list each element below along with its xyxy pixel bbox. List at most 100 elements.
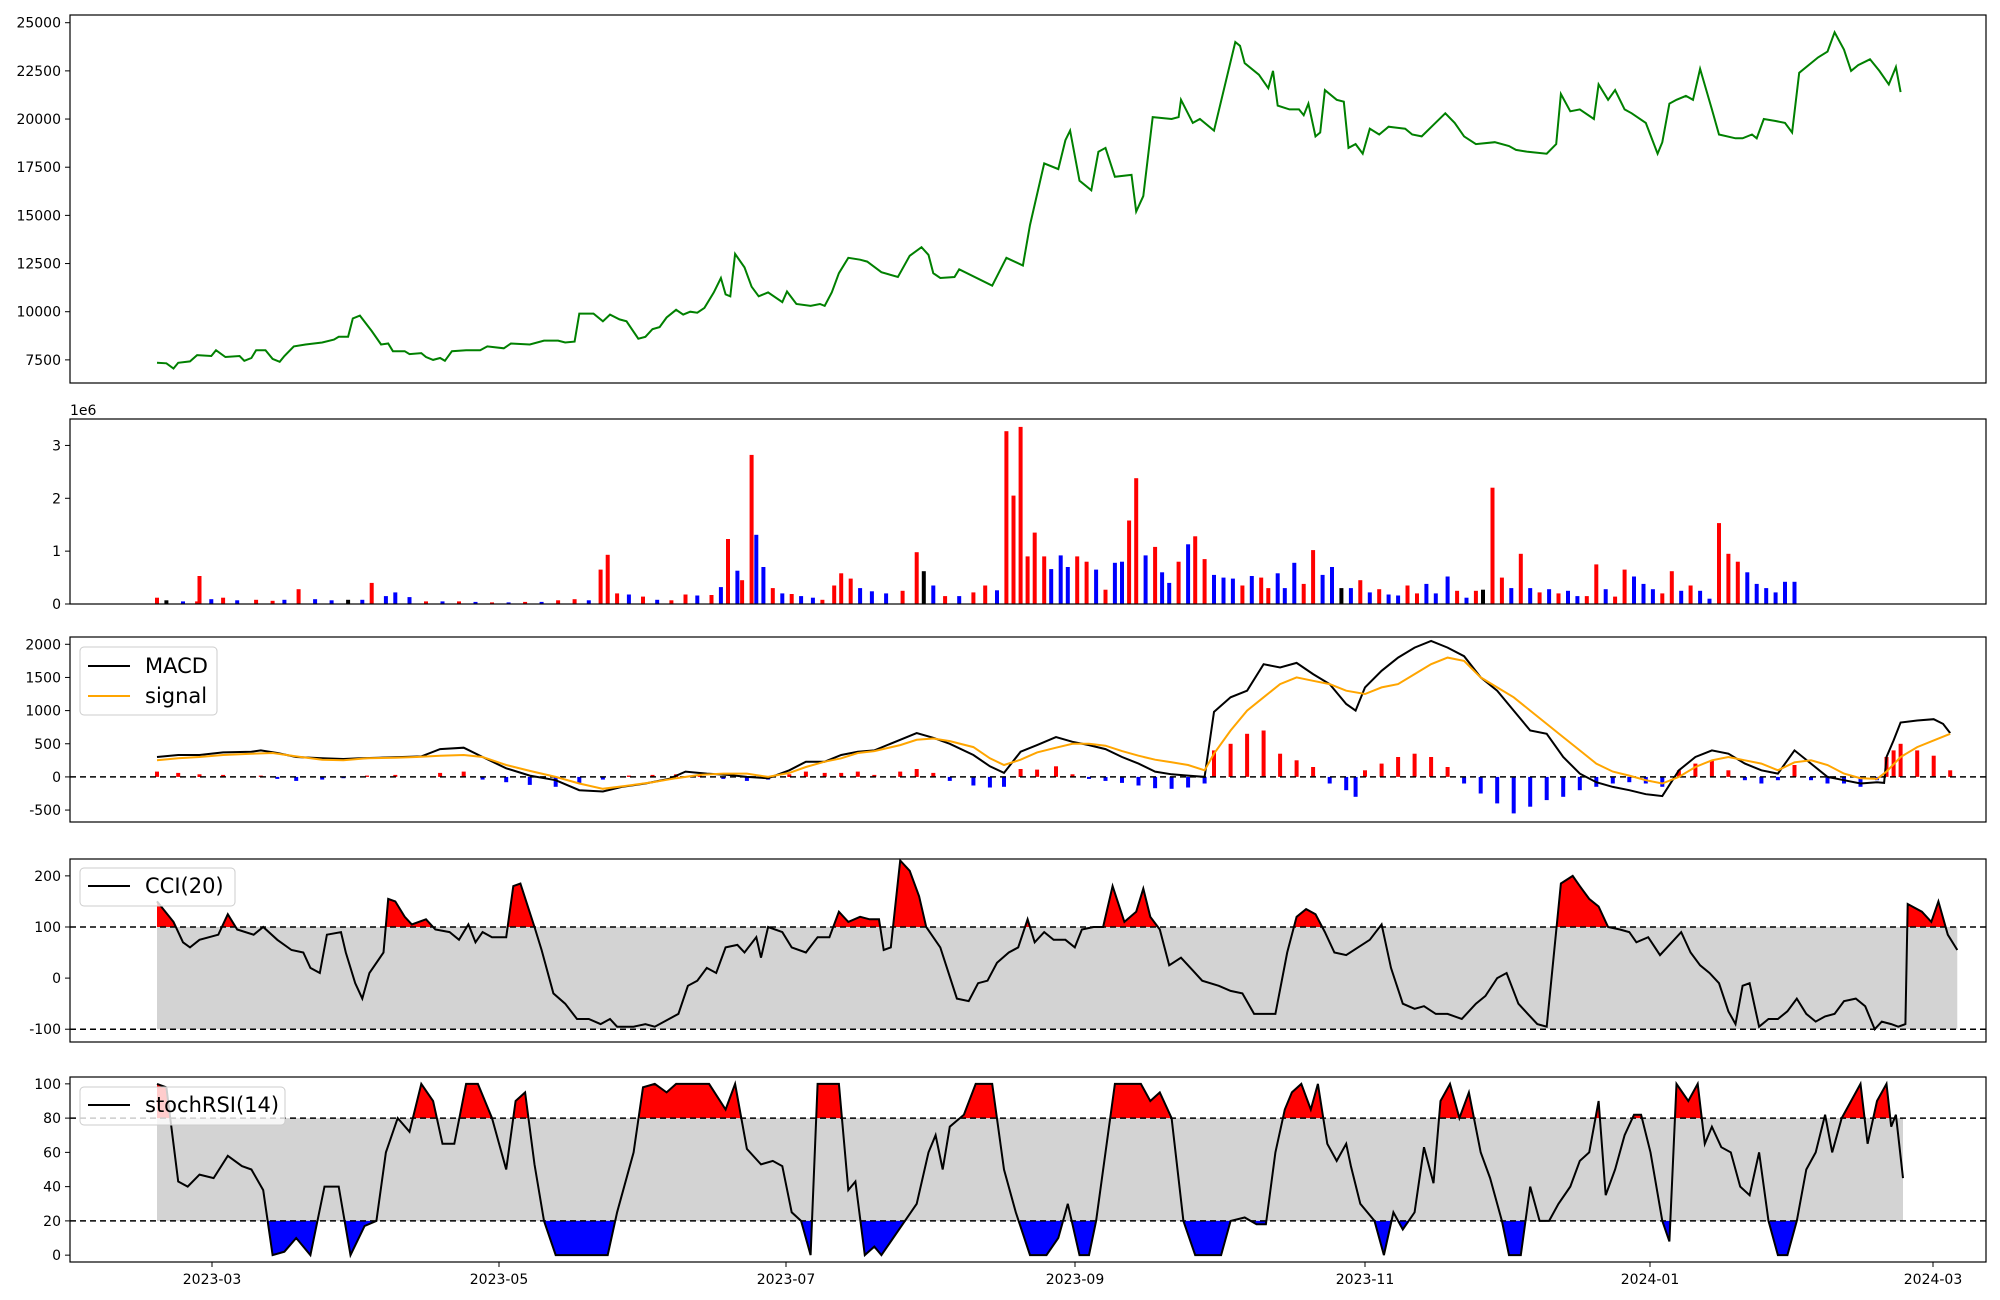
macd-histogram-bar — [1103, 776, 1108, 781]
x-tick-label: 2024-01 — [1621, 1272, 1680, 1288]
volume-bar — [424, 601, 428, 604]
volume-bar — [1367, 592, 1372, 604]
cci-panel: -100 0 100 200 CCI(20) — [29, 858, 1987, 1043]
volume-bar — [1669, 571, 1674, 604]
macd-histogram-bar — [1726, 770, 1731, 777]
cci-overbought-fill — [893, 860, 927, 927]
volume-bar — [1613, 596, 1618, 604]
macd-histogram-bar — [393, 774, 398, 777]
volume-bar — [695, 595, 700, 604]
macd-histogram-bar — [1610, 776, 1615, 784]
macd-histogram-bar — [803, 771, 808, 777]
macd-histogram-bar — [1054, 766, 1058, 777]
volume-bar — [1396, 595, 1401, 604]
macd-histogram-bar — [1261, 730, 1266, 777]
volume-bar — [506, 602, 511, 604]
macd-histogram-bar — [1627, 776, 1632, 783]
stochrsi-overbought-fill — [513, 1092, 529, 1119]
macd-histogram-bar — [1931, 755, 1936, 777]
macd-histogram-bar — [1153, 776, 1158, 789]
volume-bar — [369, 582, 374, 604]
volume-bar — [181, 601, 185, 604]
price-y-tick-label: 15000 — [16, 208, 61, 224]
stochrsi-y-tick-label: 0 — [52, 1248, 61, 1264]
volume-bar — [1603, 589, 1608, 604]
volume-bar — [1415, 593, 1419, 604]
volume-y-tick-label: 2 — [52, 491, 61, 507]
macd-histogram-bar — [1396, 757, 1401, 777]
macd-histogram-bar — [1792, 765, 1797, 777]
volume-bar — [1212, 574, 1216, 604]
stochrsi-overbought-fill — [816, 1083, 842, 1119]
volume-bar — [155, 597, 159, 604]
volume-bar — [1084, 561, 1089, 604]
volume-bar — [1311, 550, 1316, 604]
stochrsi-overbought-fill — [412, 1083, 437, 1119]
stochrsi-oversold-fill — [544, 1220, 616, 1256]
volume-bar — [971, 592, 976, 604]
volume-bar — [641, 596, 645, 604]
volume-bar — [749, 454, 754, 604]
volume-bar — [473, 601, 478, 604]
macd-histogram-bar — [1018, 769, 1023, 777]
volume-bar — [457, 601, 461, 604]
macd-frame — [69, 636, 1987, 823]
macd-histogram-bar — [1759, 776, 1764, 784]
volume-bar — [1049, 569, 1054, 604]
volume-bar — [195, 601, 200, 604]
volume-bar — [1282, 588, 1287, 604]
volume-bar — [1301, 583, 1306, 604]
macd-histogram-bar — [1528, 776, 1533, 807]
macd-histogram-bar — [839, 772, 844, 777]
volume-bar — [164, 600, 169, 604]
volume-bar — [921, 571, 926, 604]
stochrsi-oversold-fill — [267, 1220, 318, 1256]
volume-bar — [810, 597, 815, 604]
volume-bar — [1025, 556, 1030, 604]
volume-bar — [1594, 564, 1599, 604]
macd-histogram-bar — [626, 775, 631, 777]
macd-histogram-bar — [1825, 776, 1830, 784]
volume-bar — [313, 599, 318, 604]
volume-bar — [556, 600, 561, 604]
stochrsi-legend: stochRSI(14) — [79, 1086, 286, 1126]
volume-bar — [709, 595, 714, 604]
macd-histogram-bar — [1202, 776, 1207, 784]
volume-bar — [1112, 562, 1117, 604]
volume-bar — [598, 569, 603, 604]
macd-histogram-bar — [1070, 774, 1075, 777]
volume-bar — [1632, 576, 1636, 604]
volume-bar — [1386, 594, 1391, 604]
volume-bar — [605, 554, 610, 604]
volume-bar — [1160, 572, 1165, 604]
volume-bar — [1202, 559, 1207, 604]
macd-histogram-bar — [1169, 776, 1174, 789]
volume-bar — [669, 600, 674, 604]
volume-bar — [1566, 590, 1570, 604]
volume-bar — [943, 596, 948, 604]
volume-bar — [740, 580, 745, 604]
macd-y-tick-label: 0 — [52, 770, 61, 786]
volume-bar — [1433, 593, 1438, 604]
volume-bar — [1292, 562, 1297, 604]
macd-histogram-bar — [527, 776, 532, 785]
macd-histogram-bar — [1742, 776, 1747, 781]
macd-histogram-bar — [1544, 776, 1549, 801]
macd-y-tick-label: 1500 — [25, 670, 61, 686]
macd-histogram-bar — [1693, 763, 1698, 777]
stochrsi-oversold-fill — [344, 1220, 377, 1256]
macd-histogram-bar — [275, 776, 280, 779]
cci-y-tick-label: 100 — [34, 920, 61, 936]
volume-marks — [155, 426, 1797, 604]
stochrsi-marks — [70, 1080, 1986, 1259]
volume-bar — [1481, 589, 1485, 604]
signal-line — [156, 656, 1951, 790]
volume-bar — [1127, 520, 1132, 604]
volume-bar — [1186, 544, 1191, 604]
volume-bar — [983, 585, 988, 604]
volume-bar — [329, 600, 334, 604]
cci-marks — [70, 858, 1986, 1032]
volume-bar — [770, 588, 775, 604]
cci-y-tick-label: -100 — [29, 1022, 61, 1038]
